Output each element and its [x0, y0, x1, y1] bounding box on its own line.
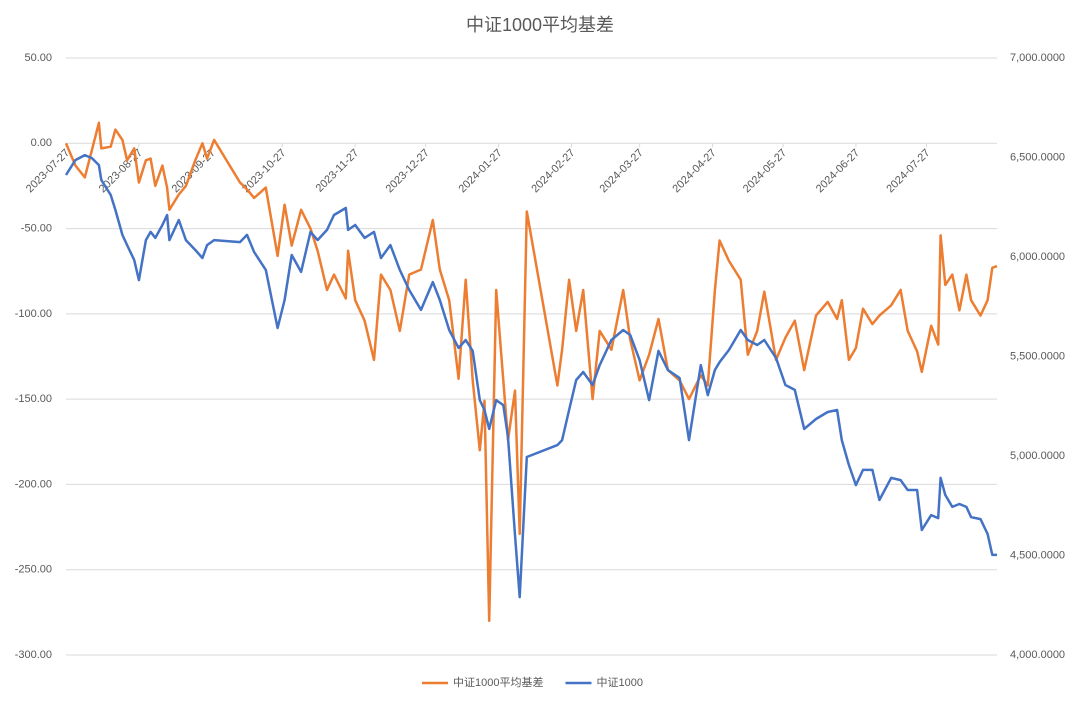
y2-tick-label: 5,500.0000: [1010, 350, 1065, 362]
x-tick-label: 2024-06-27: [814, 147, 862, 195]
y2-tick-label: 7,000.0000: [1010, 52, 1065, 64]
x-tick-label: 2023-11-27: [314, 147, 362, 195]
y2-tick-label: 6,500.0000: [1010, 151, 1065, 163]
series-line: [64, 121, 998, 623]
y-tick-label: 50.00: [24, 52, 52, 64]
y-tick-label: -50.00: [21, 222, 52, 234]
y-tick-label: -150.00: [15, 393, 52, 405]
y2-tick-label: 5,000.0000: [1010, 450, 1065, 462]
y2-tick-label: 4,000.0000: [1010, 649, 1065, 661]
legend-label: 中证1000平均基差: [453, 675, 543, 689]
x-tick-label: 2024-05-27: [741, 147, 789, 195]
series-line: [64, 153, 997, 599]
x-tick-label: 2024-01-27: [456, 147, 504, 195]
y-tick-label: -250.00: [15, 564, 52, 576]
y-tick-label: 0.00: [31, 137, 52, 149]
x-tick-label: 2024-04-27: [670, 147, 718, 195]
x-tick-label: 2024-03-27: [598, 147, 646, 195]
y-tick-label: -300.00: [15, 649, 52, 661]
chart-title: 中证1000平均基差: [466, 15, 614, 35]
y2-tick-label: 4,500.0000: [1010, 549, 1065, 561]
x-tick-label: 2023-07-27: [24, 147, 72, 195]
legend-label: 中证1000: [596, 676, 642, 689]
y2-tick-label: 6,000.0000: [1010, 251, 1065, 263]
x-tick-label: 2023-12-27: [384, 147, 432, 195]
x-tick-label: 2023-09-27: [170, 147, 218, 195]
y-tick-label: -200.00: [15, 478, 52, 490]
y-tick-label: -100.00: [15, 308, 52, 320]
x-tick-label: 2024-07-27: [884, 147, 932, 195]
x-tick-label: 2024-02-27: [529, 147, 577, 195]
